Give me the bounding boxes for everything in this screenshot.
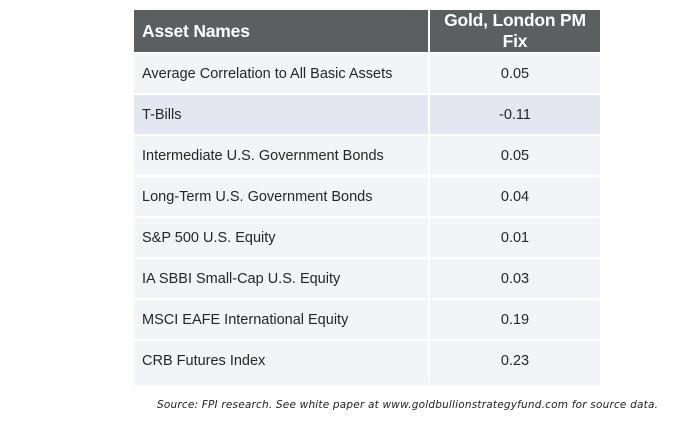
correlation-table-container: Asset Names Gold, London PM Fix Average …: [134, 10, 600, 385]
table-bottom-strip: [134, 381, 600, 385]
header-gold-london-pm-fix: Gold, London PM Fix: [429, 10, 600, 53]
table-row: Intermediate U.S. Government Bonds 0.05: [134, 134, 600, 176]
table-row: IA SBBI Small-Cap U.S. Equity 0.03: [134, 257, 600, 299]
correlation-value-cell: 0.23: [429, 339, 600, 381]
correlation-value-cell: -0.11: [429, 93, 600, 135]
table-row: Long-Term U.S. Government Bonds 0.04: [134, 175, 600, 217]
correlation-value-cell: 0.05: [429, 134, 600, 176]
table-row: CRB Futures Index 0.23: [134, 339, 600, 381]
table-header-row: Asset Names Gold, London PM Fix: [134, 10, 600, 53]
asset-name-cell: T-Bills: [134, 93, 430, 135]
correlation-value-cell: 0.19: [429, 298, 600, 340]
table-row: S&P 500 U.S. Equity 0.01: [134, 216, 600, 258]
correlation-value-cell: 0.04: [429, 175, 600, 217]
asset-name-cell: CRB Futures Index: [134, 339, 430, 381]
correlation-value-cell: 0.01: [429, 216, 600, 258]
table-row: T-Bills -0.11: [134, 93, 600, 135]
table-row: MSCI EAFE International Equity 0.19: [134, 298, 600, 340]
header-asset-names: Asset Names: [134, 10, 430, 53]
correlation-table: Asset Names Gold, London PM Fix Average …: [134, 10, 600, 381]
asset-name-cell: MSCI EAFE International Equity: [134, 298, 430, 340]
asset-name-cell: Intermediate U.S. Government Bonds: [134, 134, 430, 176]
asset-name-cell: IA SBBI Small-Cap U.S. Equity: [134, 257, 430, 299]
asset-name-cell: Average Correlation to All Basic Assets: [134, 52, 430, 94]
asset-name-cell: Long-Term U.S. Government Bonds: [134, 175, 430, 217]
asset-name-cell: S&P 500 U.S. Equity: [134, 216, 430, 258]
correlation-value-cell: 0.03: [429, 257, 600, 299]
source-note: Source: FPI research. See white paper at…: [157, 399, 659, 411]
table-row: Average Correlation to All Basic Assets …: [134, 52, 600, 94]
correlation-value-cell: 0.05: [429, 52, 600, 94]
